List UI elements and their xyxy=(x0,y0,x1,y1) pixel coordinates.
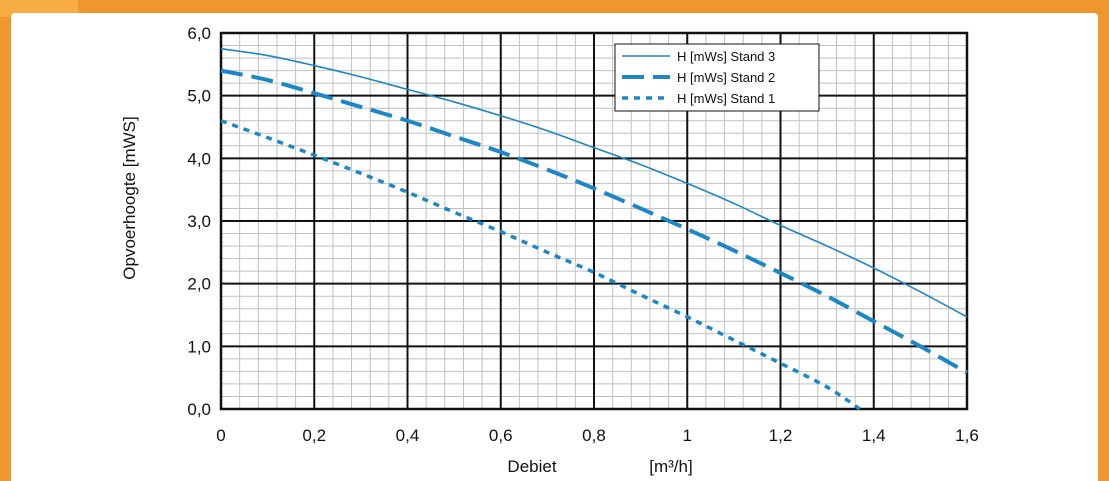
y-tick-label: 2,0 xyxy=(187,275,211,294)
series-line-2 xyxy=(220,68,968,375)
series-line-1 xyxy=(220,47,968,318)
x-axis-label: Debiet xyxy=(507,457,556,476)
legend-label: H [mWs] Stand 1 xyxy=(677,91,775,106)
major-grid xyxy=(219,31,969,411)
x-tick-label: 0,8 xyxy=(582,426,606,445)
plot-frame xyxy=(219,31,969,411)
series-lines xyxy=(220,47,968,411)
legend-box xyxy=(614,43,820,112)
x-tick-label: 0,4 xyxy=(396,426,420,445)
y-tick-label: 3,0 xyxy=(187,212,211,231)
y-tick-label: 1,0 xyxy=(187,337,211,356)
chart-panel: 0 0,2 0,4 0,6 0,8 1 1,2 1,4 1,6 0,0 1,0 2,0 3,0 4,0 5,… xyxy=(11,13,1098,481)
x-tick-label: 0,6 xyxy=(489,426,513,445)
x-tick-label: 1,6 xyxy=(955,426,979,445)
corner-accent xyxy=(0,0,78,17)
x-tick-label: 1,4 xyxy=(862,426,886,445)
pump-curve-chart: 0 0,2 0,4 0,6 0,8 1 1,2 1,4 1,6 0,0 1,0 2,0 3,0 4,0 5,… xyxy=(120,24,979,476)
tick-labels: 0 0,2 0,4 0,6 0,8 1 1,2 1,4 1,6 0,0 1,0 2,0 3,0 4,0 5,… xyxy=(187,24,978,445)
y-tick-label: 6,0 xyxy=(187,24,211,43)
y-tick-label: 0,0 xyxy=(187,400,211,419)
x-tick-label: 0,2 xyxy=(302,426,326,445)
series-line-3 xyxy=(220,119,861,411)
legend: H [mWs] Stand 3 H [mWs] Stand 2 H [mWs] St… xyxy=(614,43,820,112)
x-tick-label: 0 xyxy=(216,426,225,445)
x-axis-unit: [m³/h] xyxy=(649,457,692,476)
legend-label: H [mWs] Stand 3 xyxy=(677,49,775,64)
y-axis-label: Opvoerhoogte [mWS] xyxy=(120,116,139,279)
legend-label: H [mWs] Stand 2 xyxy=(677,70,775,85)
x-tick-label: 1,2 xyxy=(769,426,793,445)
y-tick-label: 4,0 xyxy=(187,149,211,168)
x-tick-label: 1 xyxy=(683,426,692,445)
y-tick-label: 5,0 xyxy=(187,87,211,106)
